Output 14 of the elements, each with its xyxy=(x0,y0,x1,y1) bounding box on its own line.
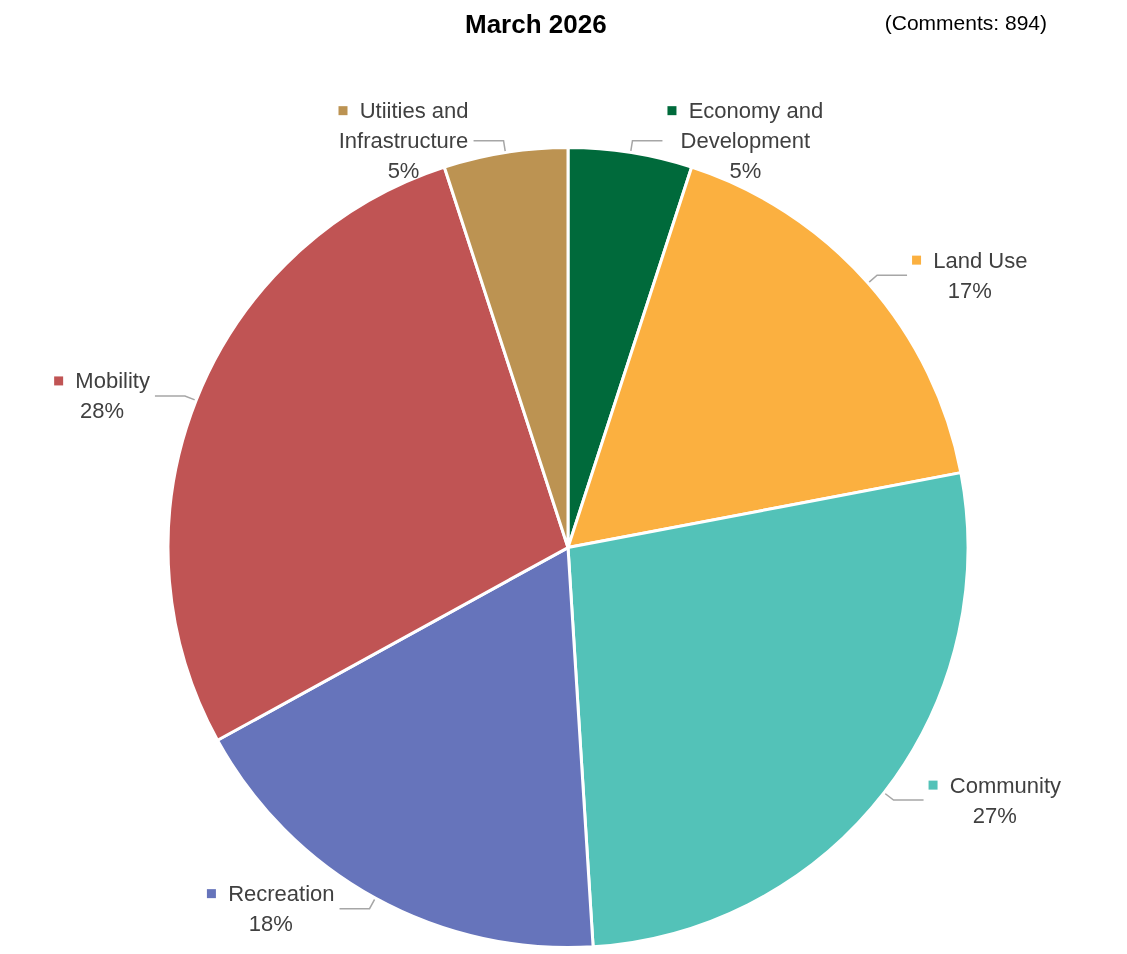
legend-label: Utiities and Infrastructure xyxy=(338,98,469,154)
legend-label: Community xyxy=(937,772,1062,798)
data-label: 18% xyxy=(248,911,293,937)
legend-label: Economy and Development xyxy=(676,98,824,154)
data-label: 17% xyxy=(947,277,992,303)
chart-title: March 2026 xyxy=(465,9,607,39)
data-label: 27% xyxy=(972,802,1017,828)
legend-label: Mobility xyxy=(63,368,150,394)
legend-label: Land Use xyxy=(921,247,1028,273)
text: (Comments: 894) xyxy=(884,11,1047,34)
data-label: 28% xyxy=(80,398,125,424)
data-label: 5% xyxy=(387,158,420,184)
legend-label: Recreation xyxy=(215,881,335,907)
data-label: 5% xyxy=(729,158,762,184)
